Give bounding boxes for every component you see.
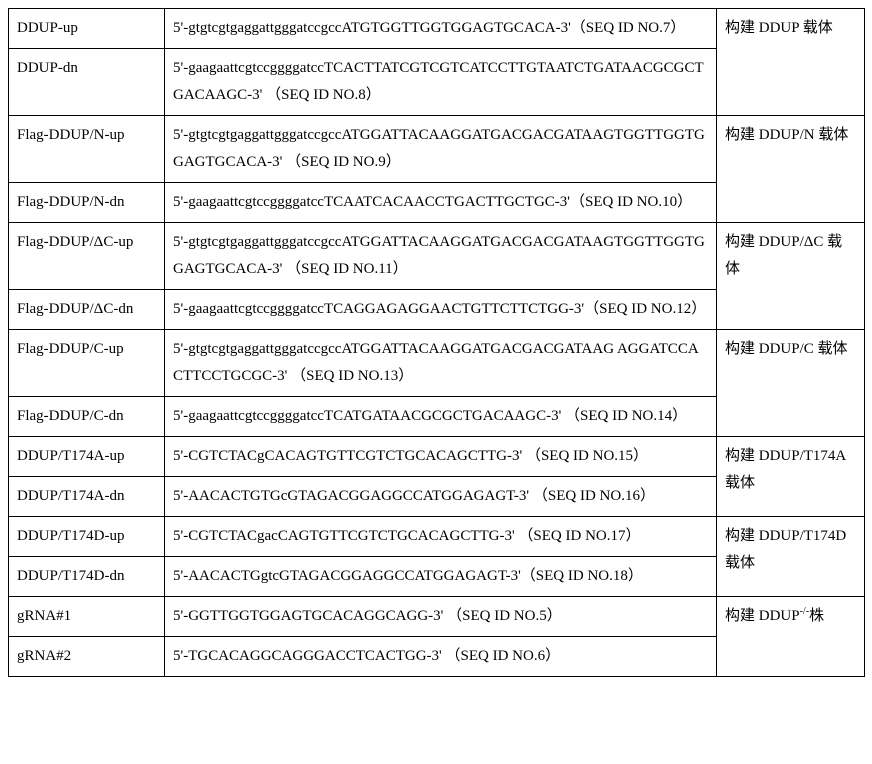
sequence-cell: 5'-GGTTGGTGGAGTGCACAGGCAGG-3' （SEQ ID NO… (165, 597, 717, 637)
table-row: DDUP/T174A-up 5'-CGTCTACgCACAGTGTTCGTCTG… (9, 437, 865, 477)
purpose-cell: 构建 DDUP/ΔC 载体 (717, 223, 865, 330)
primer-name-cell: DDUP-up (9, 9, 165, 49)
sequence-cell: 5'-gtgtcgtgaggattgggatccgccATGGATTACAAGG… (165, 223, 717, 290)
sequence-cell: 5'-gaagaattcgtccggggatccTCATGATAACGCGCTG… (165, 397, 717, 437)
sequence-cell: 5'-gaagaattcgtccggggatccTCACTTATCGTCGTCA… (165, 49, 717, 116)
purpose-cell: 构建 DDUP/T174A载体 (717, 437, 865, 517)
primer-name-cell: Flag-DDUP/N-up (9, 116, 165, 183)
purpose-cell: 构建 DDUP/N 载体 (717, 116, 865, 223)
primer-name-cell: DDUP/T174A-up (9, 437, 165, 477)
sequence-cell: 5'-gaagaattcgtccggggatccTCAATCACAACCTGAC… (165, 183, 717, 223)
table-row: Flag-DDUP/N-up 5'-gtgtcgtgaggattgggatccg… (9, 116, 865, 183)
purpose-cell: 构建 DDUP 载体 (717, 9, 865, 116)
primer-name-cell: gRNA#1 (9, 597, 165, 637)
sequence-cell: 5'-gaagaattcgtccggggatccTCAGGAGAGGAACTGT… (165, 290, 717, 330)
table-row: gRNA#1 5'-GGTTGGTGGAGTGCACAGGCAGG-3' （SE… (9, 597, 865, 637)
primer-name-cell: Flag-DDUP/ΔC-up (9, 223, 165, 290)
primer-name-cell: Flag-DDUP/C-up (9, 330, 165, 397)
primer-table: DDUP-up 5'-gtgtcgtgaggattgggatccgccATGTG… (8, 8, 865, 677)
table-row: Flag-DDUP/C-up 5'-gtgtcgtgaggattgggatccg… (9, 330, 865, 397)
table-row: Flag-DDUP/ΔC-up 5'-gtgtcgtgaggattgggatcc… (9, 223, 865, 290)
primer-name-cell: Flag-DDUP/N-dn (9, 183, 165, 223)
sequence-cell: 5'-gtgtcgtgaggattgggatccgccATGGATTACAAGG… (165, 116, 717, 183)
primer-name-cell: Flag-DDUP/C-dn (9, 397, 165, 437)
table-row: DDUP-up 5'-gtgtcgtgaggattgggatccgccATGTG… (9, 9, 865, 49)
sequence-cell: 5'-TGCACAGGCAGGGACCTCACTGG-3' （SEQ ID NO… (165, 637, 717, 677)
sequence-cell: 5'-AACACTGTGcGTAGACGGAGGCCATGGAGAGT-3' （… (165, 477, 717, 517)
table-row: DDUP/T174D-up 5'-CGTCTACgacCAGTGTTCGTCTG… (9, 517, 865, 557)
purpose-cell: 构建 DDUP-/-株 (717, 597, 865, 677)
sequence-cell: 5'-gtgtcgtgaggattgggatccgccATGGATTACAAGG… (165, 330, 717, 397)
primer-name-cell: DDUP/T174D-dn (9, 557, 165, 597)
primer-name-cell: Flag-DDUP/ΔC-dn (9, 290, 165, 330)
sequence-cell: 5'-CGTCTACgacCAGTGTTCGTCTGCACAGCTTG-3' （… (165, 517, 717, 557)
primer-name-cell: DDUP-dn (9, 49, 165, 116)
primer-name-cell: gRNA#2 (9, 637, 165, 677)
primer-name-cell: DDUP/T174A-dn (9, 477, 165, 517)
purpose-cell: 构建 DDUP/T174D载体 (717, 517, 865, 597)
sequence-cell: 5'-gtgtcgtgaggattgggatccgccATGTGGTTGGTGG… (165, 9, 717, 49)
sequence-cell: 5'-CGTCTACgCACAGTGTTCGTCTGCACAGCTTG-3' （… (165, 437, 717, 477)
primer-name-cell: DDUP/T174D-up (9, 517, 165, 557)
sequence-cell: 5'-AACACTGgtcGTAGACGGAGGCCATGGAGAGT-3'（S… (165, 557, 717, 597)
purpose-cell: 构建 DDUP/C 载体 (717, 330, 865, 437)
